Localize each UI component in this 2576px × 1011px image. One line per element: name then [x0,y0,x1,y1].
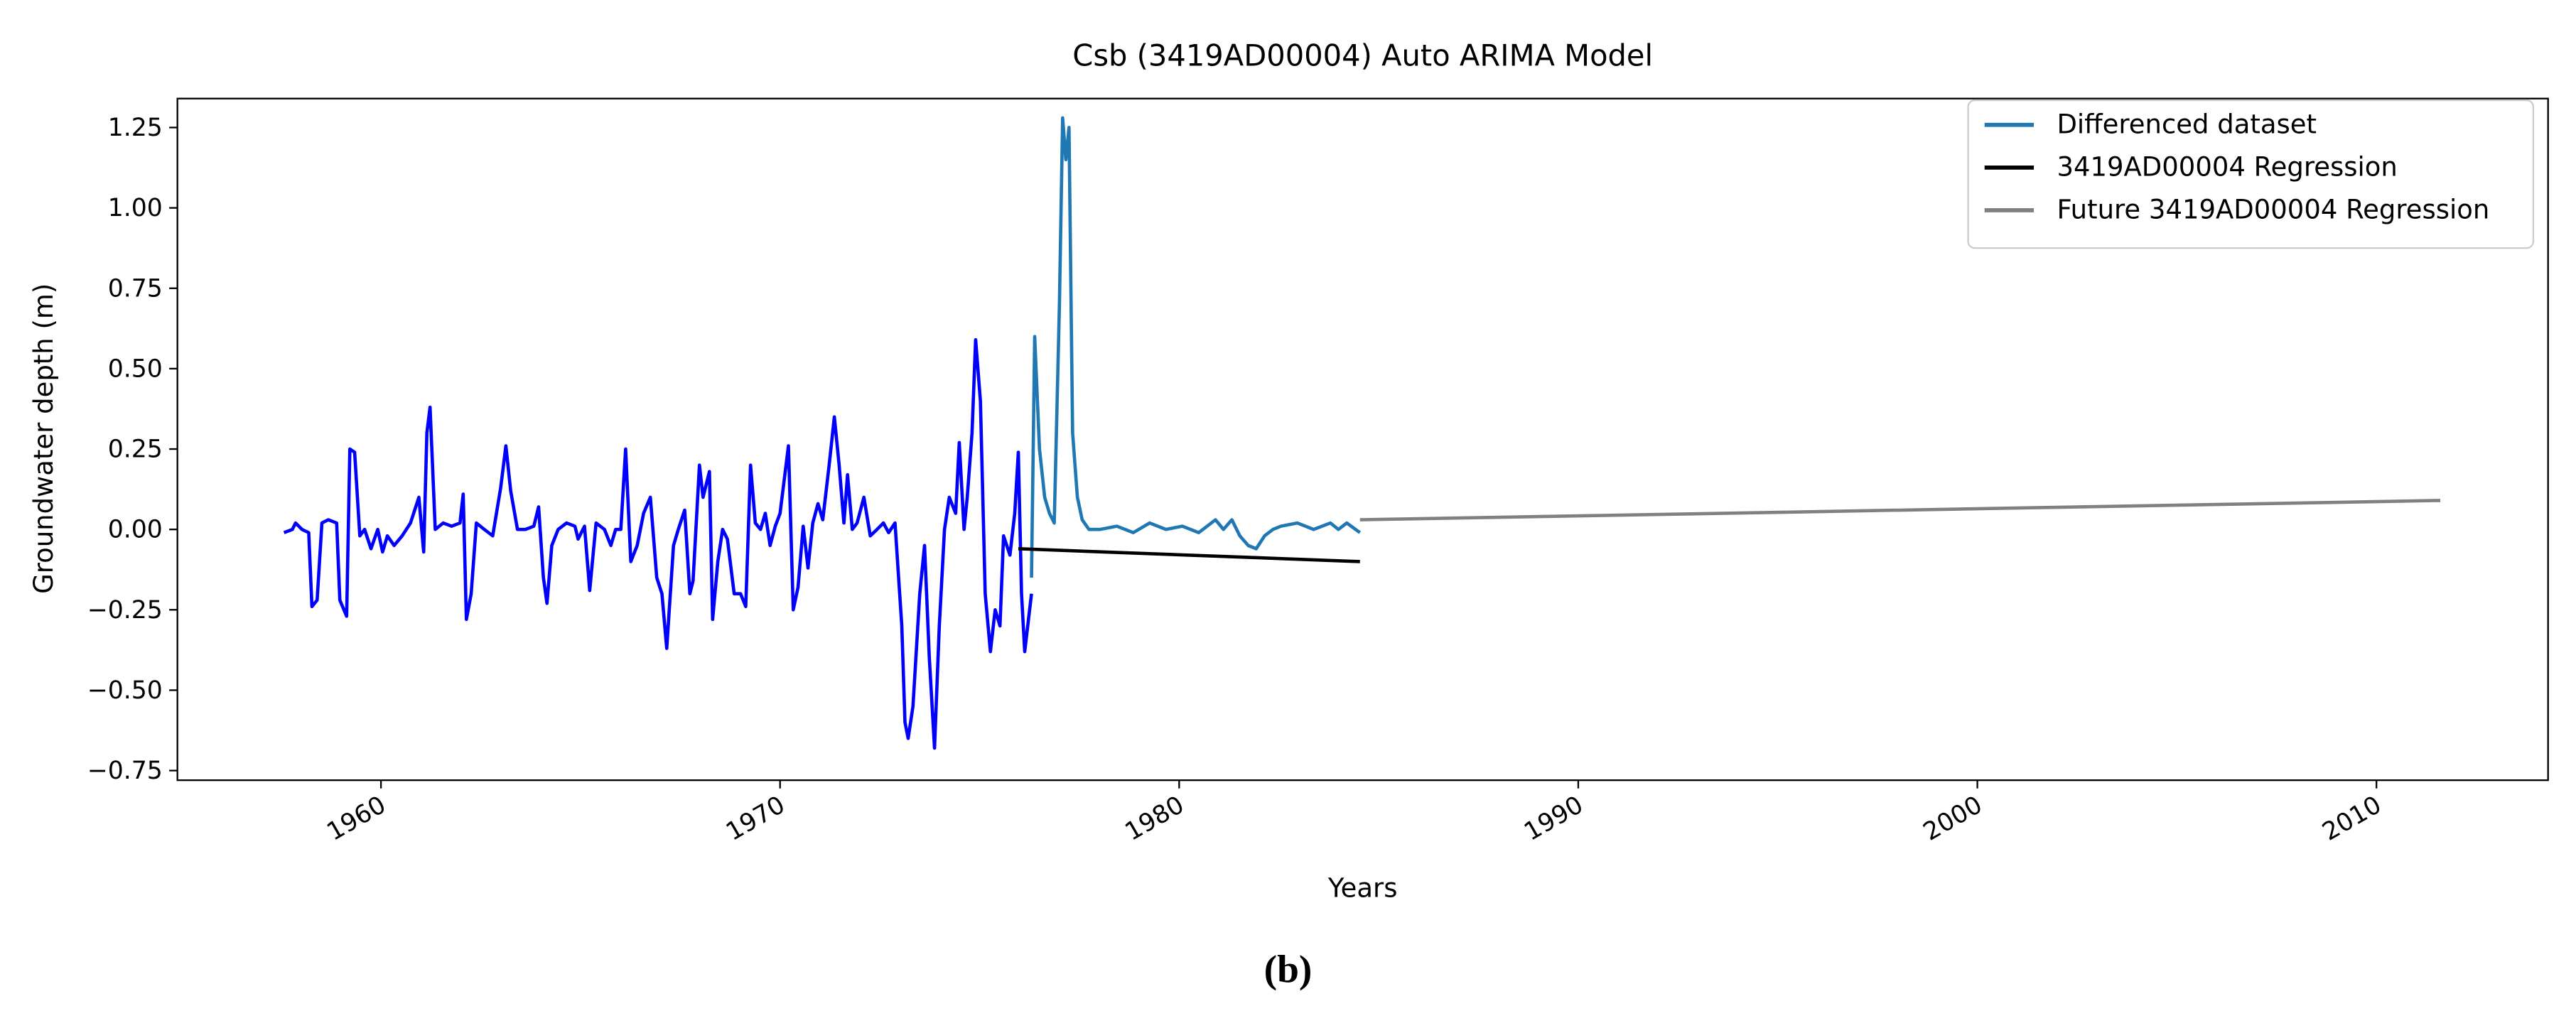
caption: (b) [1264,948,1313,992]
x-axis-label: Years [1327,872,1398,903]
y-tick-label: −0.75 [87,757,163,785]
y-tick-label: 1.00 [108,194,163,222]
series-line [1359,499,2441,521]
series-line [1018,547,1360,563]
plot-frame [176,97,2549,782]
legend-label: Differenced dataset [2057,109,2317,139]
y-axis-label: Groundwater depth (m) [28,283,59,594]
legend-label: 3419AD00004 Regression [2057,151,2397,182]
y-tick-label: 0.75 [108,274,163,303]
series-line [1030,116,1362,578]
legend-label: Future 3419AD00004 Regression [2057,195,2489,225]
y-tick-label: 0.50 [108,355,163,383]
y-tick-label: −0.25 [87,596,163,625]
series-line [283,337,1033,750]
legend-box [1967,99,2535,249]
y-tick-label: 0.25 [108,436,163,464]
y-tick-label: −0.50 [87,676,163,705]
chart-title: Csb (3419AD00004) Auto ARIMA Model [1072,38,1653,72]
y-tick-label: 0.00 [108,516,163,544]
y-tick-label: 1.25 [108,114,163,142]
